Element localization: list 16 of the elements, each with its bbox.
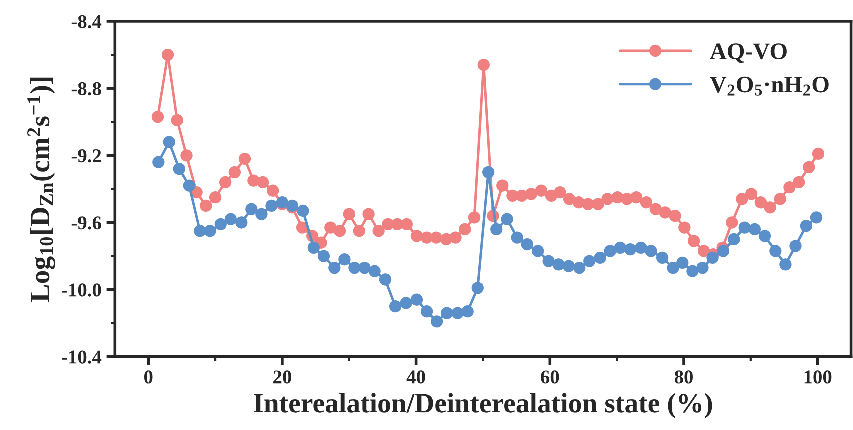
x-tick-label: 0 xyxy=(144,370,153,384)
legend-label: AQ-VO xyxy=(710,44,787,64)
legend-label: V$_{2}$O$_{5}$·nH$_{2}$O xyxy=(710,76,829,96)
x-tick-label: 60 xyxy=(541,370,560,384)
y-tick-label: -9.2 xyxy=(72,150,102,163)
y-tick-label: -10.4 xyxy=(62,350,102,364)
x-tick-label: 100 xyxy=(804,370,832,384)
y-tick-label: -8.4 xyxy=(72,15,102,29)
y-tick-label: -9.6 xyxy=(72,216,102,230)
y-tick-label: -8.8 xyxy=(72,82,102,96)
x-tick-label: 40 xyxy=(406,370,426,384)
text: Log$_{10}$[D$_{Zn}$(cm$^{2}$s$^{−1}$)] xyxy=(28,78,56,302)
x-tick-label: 80 xyxy=(674,370,693,384)
x-axis-title: Interealation/Deinterealation state (%) xyxy=(254,393,712,418)
x-tick-label: 20 xyxy=(274,370,292,384)
y-tick-label: -10.0 xyxy=(62,284,102,297)
